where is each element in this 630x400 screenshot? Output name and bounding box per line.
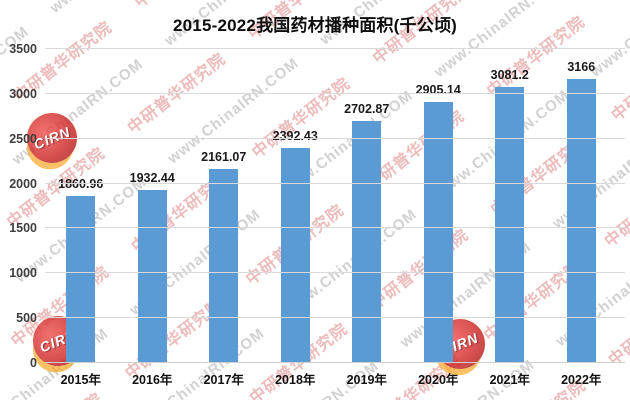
bar-value-label: 2392.43 [272,129,318,143]
chart-title: 2015-2022我国药材播种面积(千公顷) [172,16,458,35]
gridline [45,227,625,229]
y-tick-label: 2000 [9,176,37,191]
bar-2016年 [137,190,167,363]
x-tick-label: 2019年 [346,373,387,387]
gridline [45,137,625,139]
bar-column: 1932.44 [117,49,189,363]
x-axis: 2015年 2016年 2017年 2018年 2019年 2020年 2021年 2022年 [45,369,617,388]
bar-value-label: 2161.07 [201,150,247,164]
gridline [45,92,625,94]
y-tick-label: 0 [30,356,37,370]
plot-area: 1860.96 1932.44 2161.07 2392.43 2702.87 2905.… [45,48,625,363]
bar-column: 3166 [546,49,618,363]
bar-2021年 [495,87,525,363]
bar-column: 2905.14 [403,49,475,363]
gridline [45,317,625,319]
y-tick-label: 1000 [9,266,37,281]
bar-column: 1860.96 [45,49,117,363]
gridline [45,48,625,49]
bar-2015年 [66,196,96,363]
bar-column: 2702.87 [331,49,403,363]
bar-2019年 [352,121,382,363]
bar-column: 2161.07 [188,49,260,363]
x-tick-label: 2018年 [275,373,316,387]
bar-2017年 [209,169,239,363]
y-tick-label: 3500 [9,42,37,56]
bar-column: 3081.2 [474,49,546,363]
gridline [45,362,625,363]
bar-value-label: 2905.14 [415,83,461,97]
y-tick-label: 3000 [9,86,37,101]
y-tick-label: 2500 [9,131,37,146]
y-axis: 0 500 1000 1500 2000 2500 3000 3500 [0,42,40,370]
x-tick-label: 2016年 [132,373,173,387]
gridline [45,272,625,274]
bar-value-label: 1860.96 [58,177,104,191]
x-tick-label: 2015年 [60,373,101,387]
bar-value-label: 3166 [567,60,596,74]
y-tick-label: 500 [16,311,37,326]
x-tick-label: 2020年 [418,373,459,387]
x-tick-label: 2021年 [489,373,530,387]
x-tick-label: 2022年 [561,373,602,387]
bar-2020年 [423,102,453,363]
bar-2018年 [280,148,310,363]
bar-value-label: 1932.44 [129,171,175,185]
bar-value-label: 2702.87 [344,102,390,116]
bar-value-label: 3081.2 [490,68,529,82]
bar-column: 2392.43 [260,49,332,363]
bars-group: 1860.96 1932.44 2161.07 2392.43 2702.87 2905.… [45,49,617,363]
bar-2022年 [566,79,596,363]
gridline [45,182,625,184]
y-tick-label: 1500 [9,221,37,236]
x-tick-label: 2017年 [203,373,244,387]
